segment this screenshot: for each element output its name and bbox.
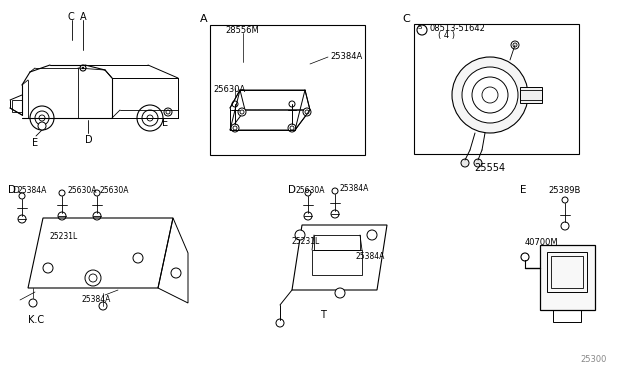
Text: T: T: [320, 310, 326, 320]
Text: 25384A: 25384A: [82, 295, 111, 304]
Text: A: A: [80, 12, 86, 22]
Text: 25389B: 25389B: [548, 186, 580, 195]
Circle shape: [43, 263, 53, 273]
Circle shape: [452, 57, 528, 133]
Circle shape: [276, 319, 284, 327]
Text: S: S: [418, 24, 422, 30]
Circle shape: [331, 210, 339, 218]
Circle shape: [461, 159, 469, 167]
Circle shape: [80, 65, 86, 71]
Bar: [520, 87, 542, 103]
Circle shape: [521, 253, 529, 261]
Text: 25630A: 25630A: [213, 85, 245, 94]
Circle shape: [513, 43, 517, 47]
Circle shape: [233, 126, 237, 130]
Circle shape: [288, 124, 296, 132]
Text: 08513-51642: 08513-51642: [430, 24, 486, 33]
Bar: [520, 90, 542, 100]
Circle shape: [474, 159, 482, 167]
Circle shape: [85, 270, 101, 286]
Circle shape: [290, 126, 294, 130]
Circle shape: [171, 268, 181, 278]
Circle shape: [562, 197, 568, 203]
Text: K.C: K.C: [28, 315, 44, 325]
Text: C: C: [402, 14, 410, 24]
Text: E: E: [162, 118, 168, 128]
Circle shape: [367, 230, 377, 240]
Circle shape: [89, 274, 97, 282]
Circle shape: [137, 105, 163, 131]
Bar: [314, 235, 360, 250]
Circle shape: [295, 230, 305, 240]
Circle shape: [511, 41, 519, 49]
Circle shape: [18, 215, 26, 223]
Circle shape: [164, 108, 172, 116]
Circle shape: [133, 253, 143, 263]
Text: 40700M: 40700M: [525, 238, 559, 247]
Circle shape: [231, 124, 239, 132]
Circle shape: [142, 110, 158, 126]
Text: 25300: 25300: [580, 355, 606, 364]
Text: 25630A: 25630A: [296, 186, 326, 195]
Circle shape: [240, 110, 244, 114]
Circle shape: [35, 111, 49, 125]
Text: 25384A: 25384A: [340, 184, 369, 193]
Text: D: D: [85, 135, 93, 145]
Text: D: D: [288, 185, 296, 195]
Circle shape: [147, 115, 153, 121]
Circle shape: [332, 188, 338, 194]
Circle shape: [58, 212, 66, 220]
Circle shape: [561, 222, 569, 230]
Circle shape: [93, 212, 101, 220]
Text: A: A: [200, 14, 207, 24]
Text: 25554: 25554: [474, 163, 506, 173]
Bar: [12, 100, 22, 112]
Circle shape: [417, 25, 427, 35]
Circle shape: [238, 108, 246, 116]
Text: D: D: [12, 186, 19, 195]
Circle shape: [94, 190, 100, 196]
Circle shape: [99, 302, 107, 310]
Circle shape: [482, 87, 498, 103]
Bar: [540, 245, 595, 310]
Circle shape: [19, 193, 25, 199]
Circle shape: [304, 212, 312, 220]
Text: D: D: [8, 185, 16, 195]
Circle shape: [305, 190, 311, 196]
Circle shape: [303, 108, 311, 116]
Text: E: E: [32, 138, 38, 148]
Text: 25630A: 25630A: [100, 186, 129, 195]
Circle shape: [166, 110, 170, 114]
Text: C: C: [68, 12, 75, 22]
Bar: [551, 256, 583, 288]
Circle shape: [82, 67, 84, 69]
Text: 25630A: 25630A: [68, 186, 97, 195]
Text: 28556M: 28556M: [225, 26, 259, 35]
Text: 25384A: 25384A: [330, 52, 362, 61]
Circle shape: [30, 106, 54, 130]
Bar: [547, 252, 587, 292]
Text: 25384A: 25384A: [355, 252, 385, 261]
Circle shape: [38, 122, 46, 130]
Circle shape: [472, 77, 508, 113]
Text: E: E: [520, 185, 527, 195]
Text: 25384A: 25384A: [18, 186, 47, 195]
Bar: [553, 310, 581, 322]
Circle shape: [29, 299, 37, 307]
Text: 25231L: 25231L: [292, 237, 320, 246]
Bar: [210, 25, 365, 155]
Bar: [414, 24, 579, 154]
Circle shape: [462, 67, 518, 123]
Circle shape: [335, 288, 345, 298]
Text: ( 4 ): ( 4 ): [438, 31, 455, 40]
Circle shape: [59, 190, 65, 196]
Text: 25231L: 25231L: [50, 232, 78, 241]
Circle shape: [39, 115, 45, 121]
Circle shape: [305, 110, 309, 114]
